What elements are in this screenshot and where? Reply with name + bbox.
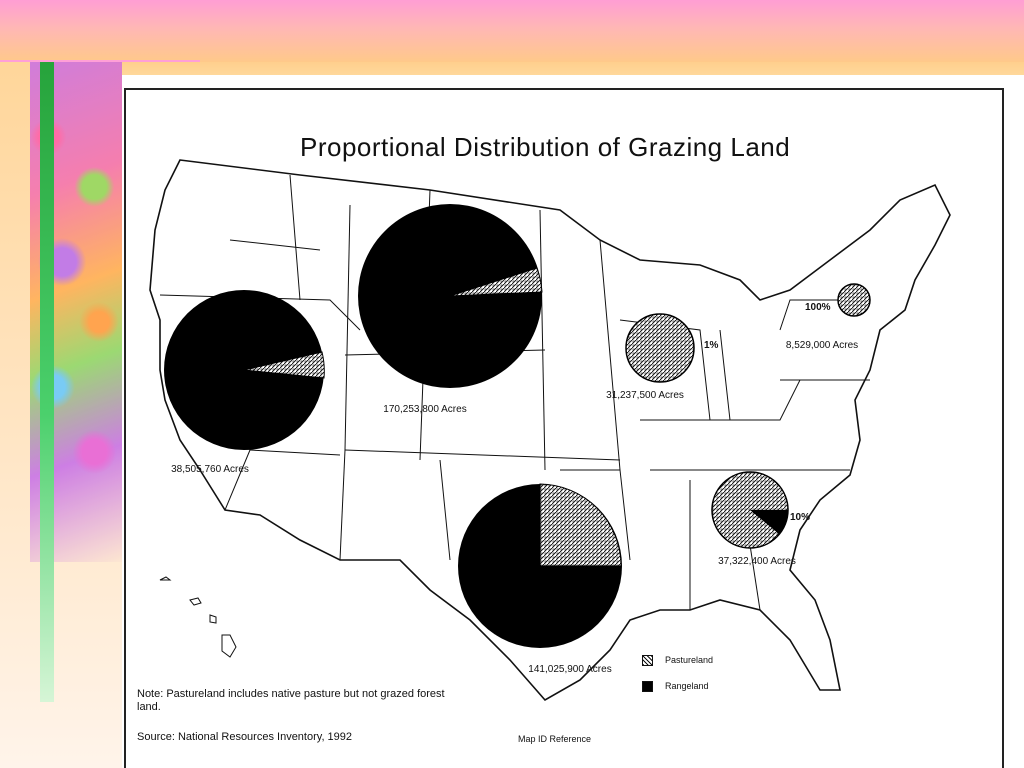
map-title: Proportional Distribution of Grazing Lan… bbox=[300, 132, 791, 162]
pie-pacific bbox=[164, 290, 325, 450]
acres-label-pacific: 38,505,760 Acres bbox=[171, 464, 249, 475]
pie-southern-plains bbox=[458, 483, 622, 648]
header-lower-band bbox=[0, 62, 1024, 75]
map-reference: Map ID Reference bbox=[518, 734, 592, 744]
acres-label-corn-belt: 31,237,500 Acres bbox=[606, 390, 684, 401]
hawaii-islands bbox=[159, 576, 237, 658]
left-sidebar bbox=[0, 62, 122, 768]
legend-label: Rangeland bbox=[665, 681, 709, 691]
pct-label-northeast: 100% bbox=[805, 302, 831, 313]
header-band bbox=[0, 0, 1024, 62]
acres-label-northeast: 8,529,000 Acres bbox=[785, 340, 859, 351]
pie-corn-belt bbox=[625, 313, 695, 383]
rangeland-swatch bbox=[642, 680, 653, 692]
pie-northeast bbox=[837, 283, 871, 317]
pie-northern-plains bbox=[358, 204, 543, 388]
legend-item-rangeland: Rangeland bbox=[642, 678, 713, 694]
us-outline bbox=[149, 159, 951, 702]
legend-item-pastureland: Pastureland bbox=[642, 652, 713, 668]
acres-label-southern-plains: 141,025,900 Acres bbox=[528, 664, 612, 675]
legend-label: Pastureland bbox=[665, 655, 714, 665]
pastureland-swatch bbox=[642, 654, 653, 666]
legend: Pastureland Rangeland bbox=[642, 652, 713, 704]
map-note: Note: Pastureland includes native pastur… bbox=[137, 688, 445, 713]
pct-label-corn-belt: 1% bbox=[704, 340, 719, 351]
green-accent-bar bbox=[40, 62, 54, 702]
map-source: Source: National Resources Inventory, 19… bbox=[137, 731, 353, 743]
acres-label-northern-plains: 170,253,800 Acres bbox=[383, 404, 467, 415]
acres-label-southeast: 37,322,400 Acres bbox=[718, 556, 796, 567]
pct-label-southeast-range: 10% bbox=[790, 512, 811, 523]
pie-southeast bbox=[711, 471, 789, 549]
